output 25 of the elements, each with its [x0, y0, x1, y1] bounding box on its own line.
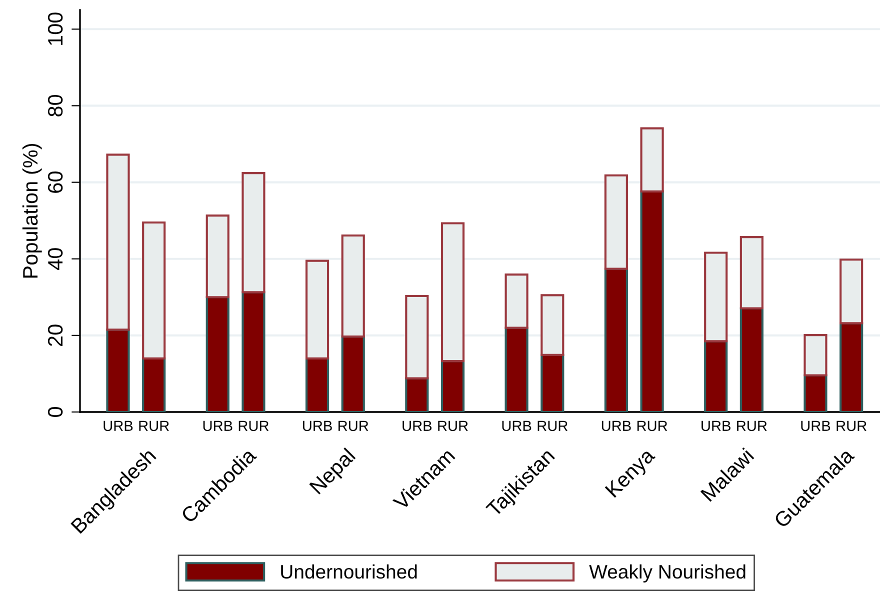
- y-tick-label: 40: [48, 248, 63, 270]
- x-tick-label: RUR: [438, 420, 468, 432]
- x-tick-label: URB: [104, 420, 133, 432]
- x-tick-label: RUR: [139, 420, 169, 432]
- x-tick-label: URB: [303, 420, 332, 432]
- x-tick-label: RUR: [538, 420, 568, 432]
- x-tick-label: RUR: [637, 420, 668, 432]
- x-tick-label: URB: [402, 420, 432, 432]
- y-tick-label: 100: [48, 12, 63, 45]
- x-tick-label: RUR: [836, 420, 866, 432]
- x-tick-label: RUR: [238, 420, 269, 432]
- legend-label: Weakly Nourished: [589, 564, 746, 582]
- x-tick-label: RUR: [338, 420, 368, 432]
- y-tick-label: 0: [48, 407, 63, 417]
- x-tick-label: URB: [702, 420, 730, 432]
- x-tick-label: URB: [602, 420, 631, 432]
- x-tick-label: URB: [203, 420, 232, 432]
- x-tick-label: URB: [502, 420, 532, 432]
- y-tick-label: 80: [48, 94, 63, 116]
- x-tick-label: URB: [801, 420, 830, 432]
- x-tick-label: RUR: [737, 420, 767, 432]
- y-axis-title: Population (%): [22, 144, 42, 278]
- y-tick-label: 20: [48, 324, 63, 346]
- legend-label: Undernourished: [281, 564, 417, 579]
- y-tick-label: 60: [48, 172, 63, 193]
